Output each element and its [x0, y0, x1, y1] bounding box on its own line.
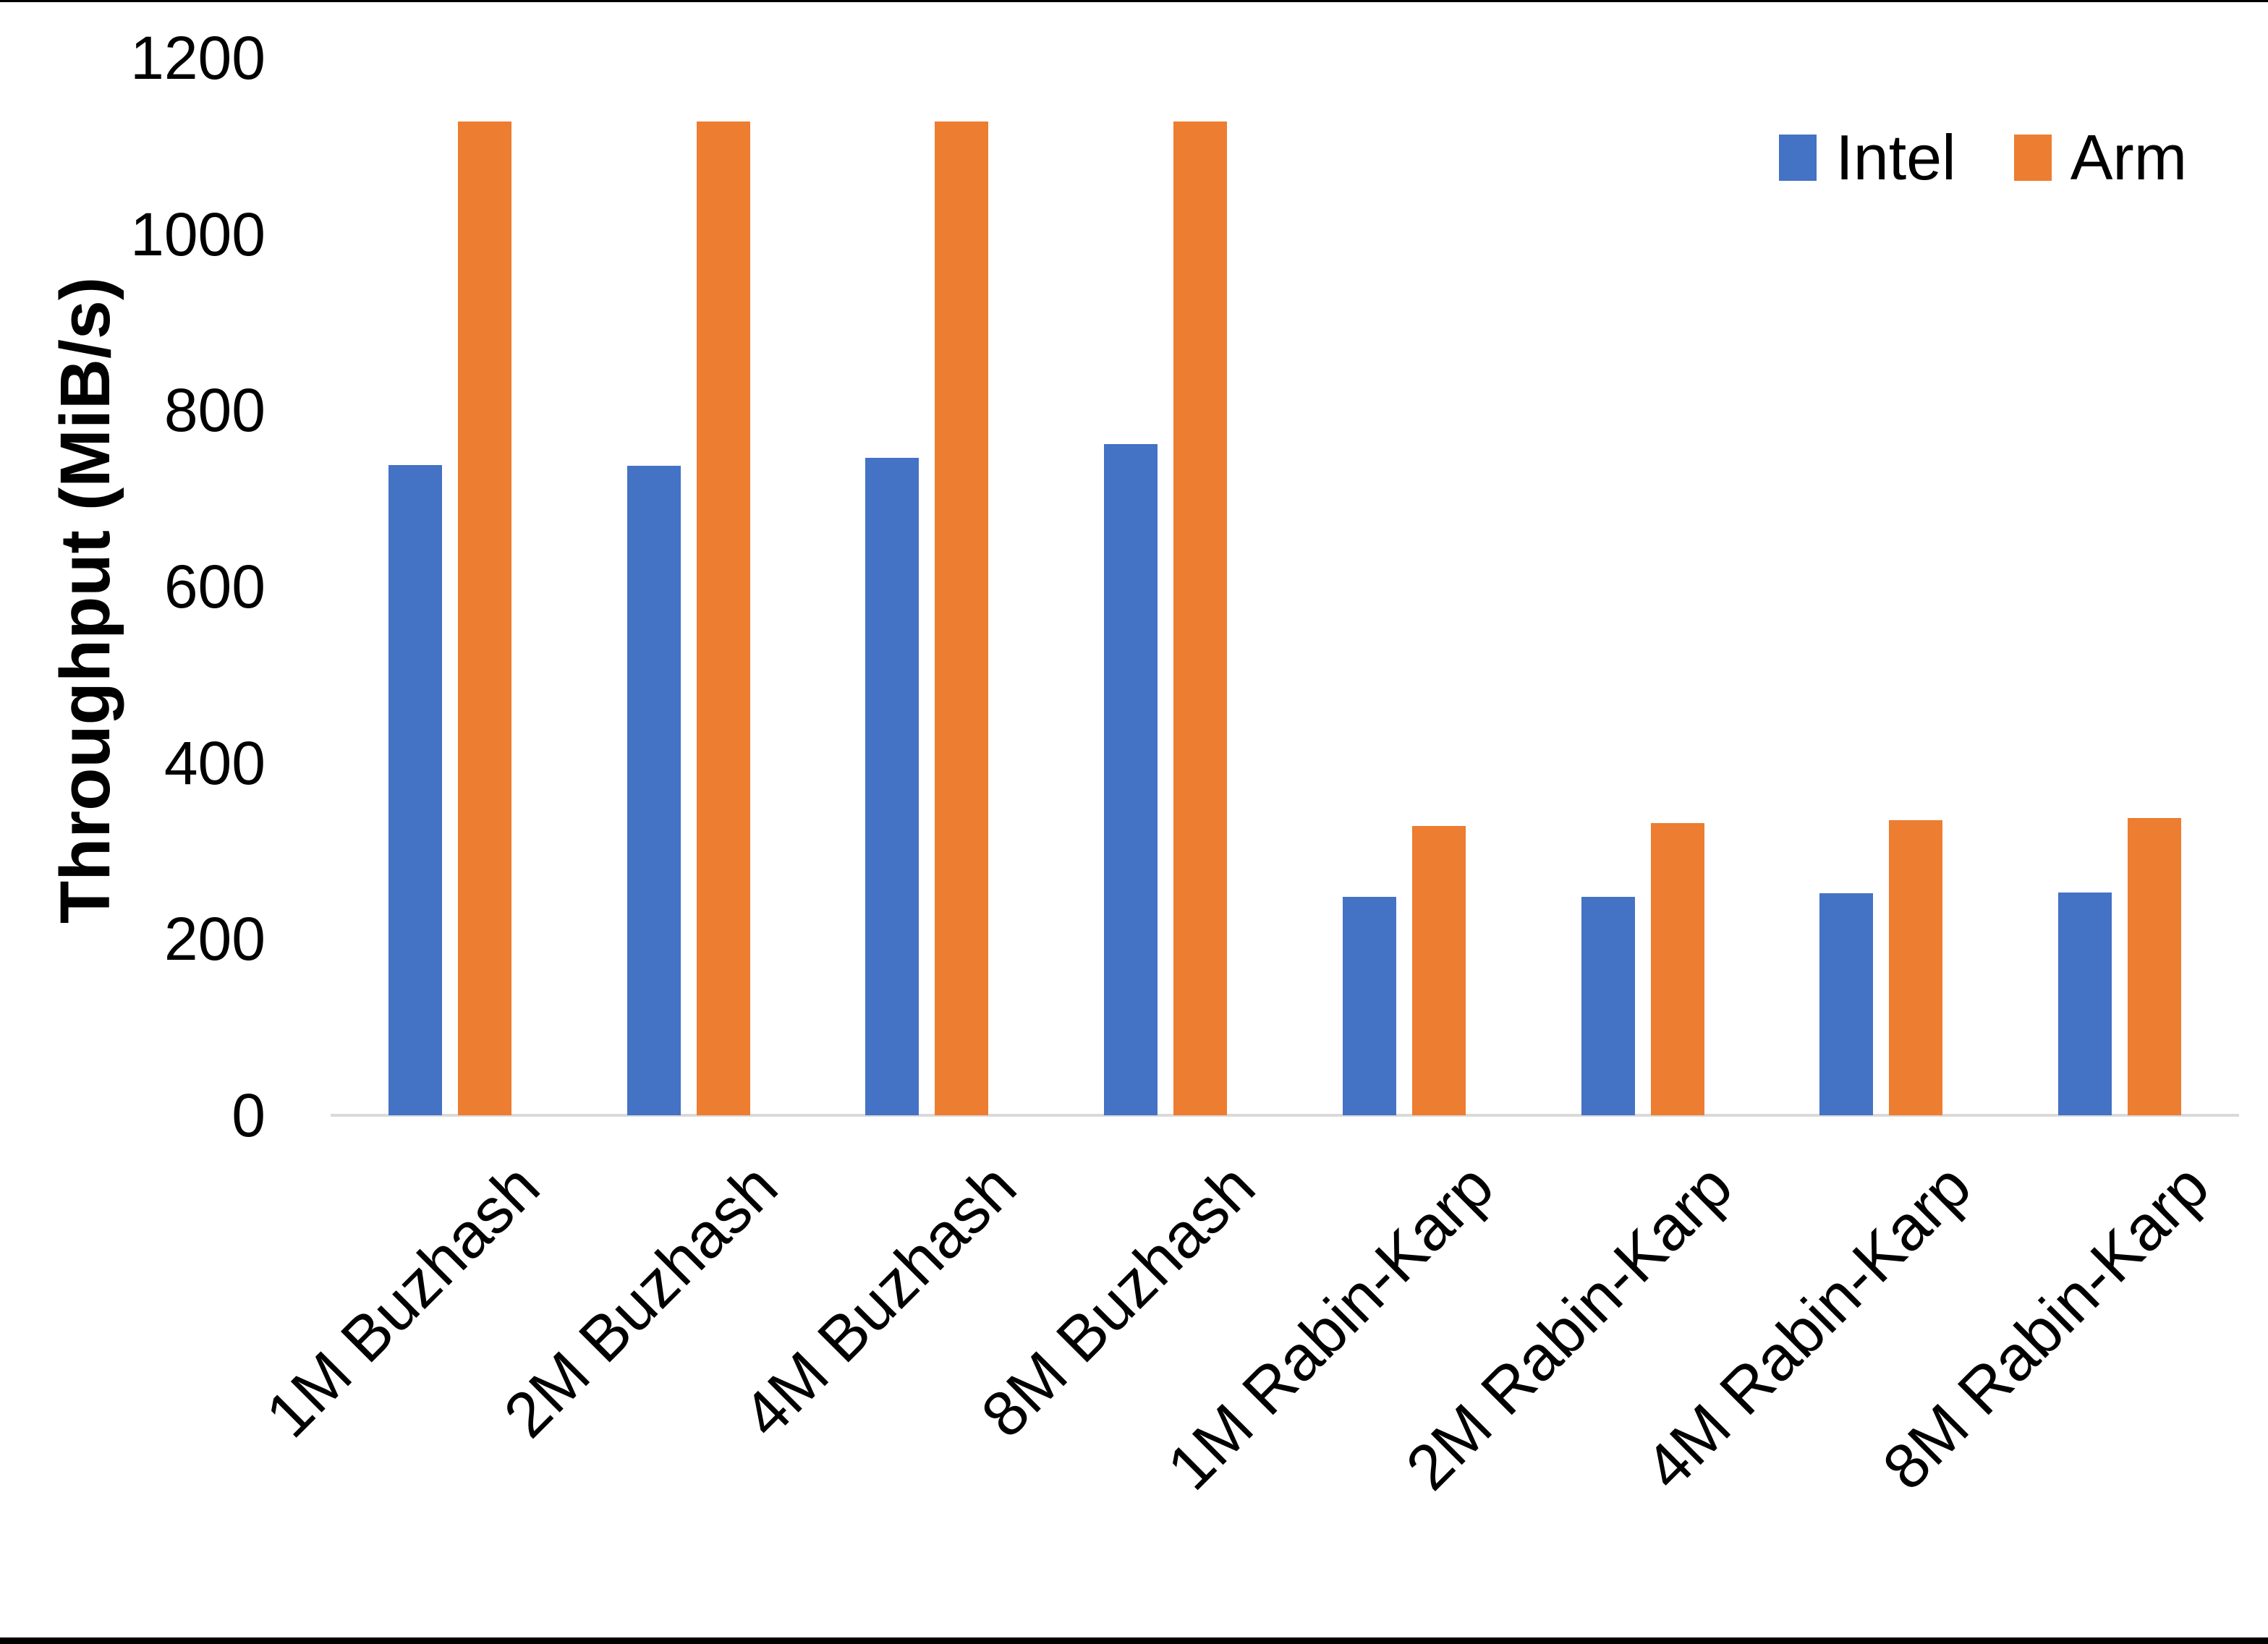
y-tick-label: 600 — [163, 553, 266, 621]
bottom-border — [0, 1637, 2268, 1644]
bar-intel-1m-buzhash — [388, 465, 442, 1115]
legend-swatch-intel — [1779, 135, 1817, 181]
legend-label-intel: Intel — [1835, 122, 1956, 193]
bar-arm-2m-buzhash — [697, 122, 750, 1115]
legend-swatch-arm — [2013, 135, 2052, 181]
bar-intel-2m-rabin-karp — [1581, 897, 1635, 1115]
x-axis-line — [331, 1114, 2239, 1117]
bar-intel-8m-rabin-karp — [2058, 893, 2112, 1115]
y-tick-label: 1000 — [130, 200, 266, 268]
bar-arm-2m-rabin-karp — [1651, 823, 1704, 1115]
y-tick-label: 400 — [163, 728, 266, 797]
bar-arm-1m-buzhash — [458, 122, 511, 1115]
legend-label-arm: Arm — [2070, 122, 2187, 193]
y-tick-label: 800 — [163, 376, 266, 445]
bar-intel-8m-buzhash — [1104, 444, 1158, 1115]
bar-arm-8m-buzhash — [1173, 122, 1227, 1115]
top-border — [0, 0, 2268, 2]
bar-intel-2m-buzhash — [627, 466, 681, 1115]
y-tick-label: 1200 — [130, 24, 266, 92]
bar-intel-1m-rabin-karp — [1343, 897, 1396, 1115]
y-tick-label: 200 — [163, 905, 266, 974]
bar-intel-4m-buzhash — [865, 458, 919, 1115]
legend-item-arm: Arm — [2013, 122, 2187, 194]
bar-arm-8m-rabin-karp — [2128, 818, 2181, 1115]
bar-intel-4m-rabin-karp — [1819, 893, 1873, 1115]
bar-arm-4m-buzhash — [935, 122, 988, 1115]
bar-arm-4m-rabin-karp — [1889, 820, 1942, 1115]
legend-item-intel: Intel — [1779, 122, 1956, 194]
legend: Intel Arm — [1779, 122, 2187, 194]
bar-arm-1m-rabin-karp — [1412, 826, 1466, 1115]
y-tick-label: 0 — [232, 1081, 266, 1149]
